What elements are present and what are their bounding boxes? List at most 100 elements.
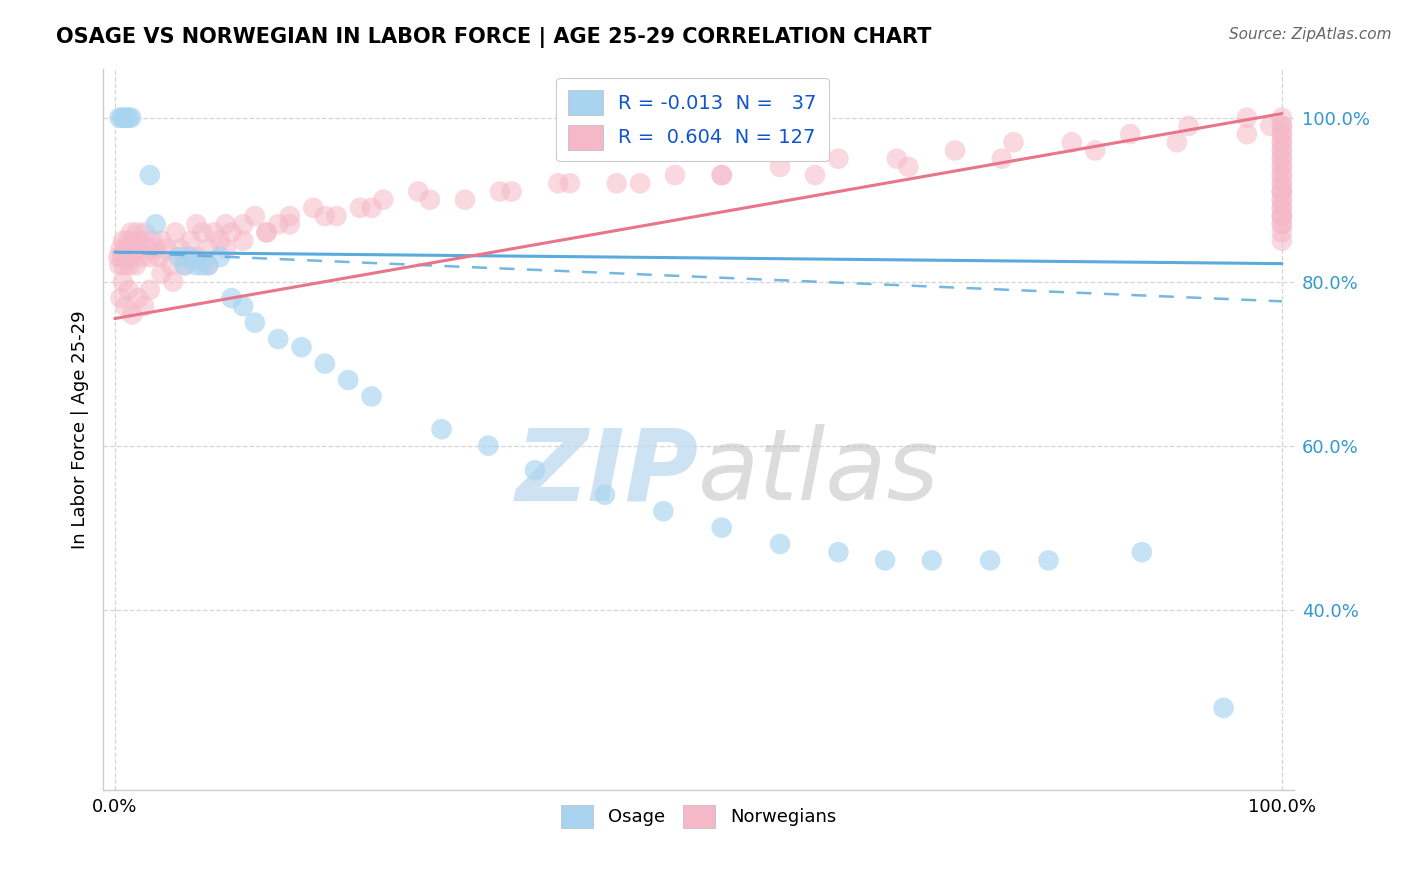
Point [191,258,214,272]
Point [430,422,453,436]
Point [136,242,159,256]
Point [337,373,360,387]
Point [290,340,312,354]
Point [652,504,675,518]
Point [827,152,849,166]
Point [114,242,136,256]
Point [197,258,219,272]
Point [1271,185,1294,199]
Point [886,152,908,166]
Point [1271,160,1294,174]
Point [180,250,202,264]
Point [134,226,156,240]
Point [115,250,138,264]
Point [302,201,325,215]
Point [1130,545,1153,559]
Point [243,316,266,330]
Point [139,168,162,182]
Point [1002,136,1025,150]
Point [114,299,136,313]
Point [1271,127,1294,141]
Point [127,242,149,256]
Point [979,553,1001,567]
Point [477,439,499,453]
Point [162,275,184,289]
Point [173,250,195,264]
Point [489,185,512,199]
Point [454,193,477,207]
Point [628,176,651,190]
Point [1271,136,1294,150]
Point [165,226,187,240]
Point [804,168,827,182]
Point [1212,701,1234,715]
Point [1271,185,1294,199]
Text: atlas: atlas [699,424,941,521]
Y-axis label: In Labor Force | Age 25-29: In Labor Force | Age 25-29 [72,310,89,549]
Point [1271,209,1294,223]
Point [593,488,616,502]
Point [155,242,177,256]
Point [1271,176,1294,190]
Point [111,250,134,264]
Point [124,242,146,256]
Point [108,111,131,125]
Point [256,226,278,240]
Point [1271,160,1294,174]
Point [314,357,336,371]
Point [180,234,202,248]
Point [349,201,371,215]
Point [1271,168,1294,182]
Point [191,226,214,240]
Point [710,168,733,182]
Point [267,217,290,231]
Point [145,242,167,256]
Point [1236,111,1258,125]
Point [215,217,238,231]
Point [1271,144,1294,158]
Point [111,111,134,125]
Point [314,209,336,223]
Point [112,111,135,125]
Point [111,234,134,248]
Point [125,226,148,240]
Point [139,283,162,297]
Point [406,185,429,199]
Point [186,258,208,272]
Point [139,250,162,264]
Point [148,250,170,264]
Point [145,217,167,231]
Point [1271,217,1294,231]
Point [558,176,581,190]
Point [373,193,395,207]
Point [111,275,134,289]
Point [769,537,792,551]
Point [186,217,208,231]
Point [121,250,143,264]
Point [1271,201,1294,215]
Point [208,234,231,248]
Point [710,520,733,534]
Point [1236,127,1258,141]
Point [827,545,849,559]
Point [122,234,145,248]
Point [1271,226,1294,240]
Point [769,160,792,174]
Point [547,176,569,190]
Point [150,267,173,281]
Point [232,217,254,231]
Point [278,217,301,231]
Text: Source: ZipAtlas.com: Source: ZipAtlas.com [1229,27,1392,42]
Legend: Osage, Norwegians: Osage, Norwegians [554,797,844,835]
Point [120,111,142,125]
Point [141,234,163,248]
Point [991,152,1014,166]
Point [232,234,254,248]
Point [150,234,173,248]
Point [523,463,546,477]
Point [1271,193,1294,207]
Point [1271,168,1294,182]
Point [112,258,135,272]
Point [1271,152,1294,166]
Point [232,299,254,313]
